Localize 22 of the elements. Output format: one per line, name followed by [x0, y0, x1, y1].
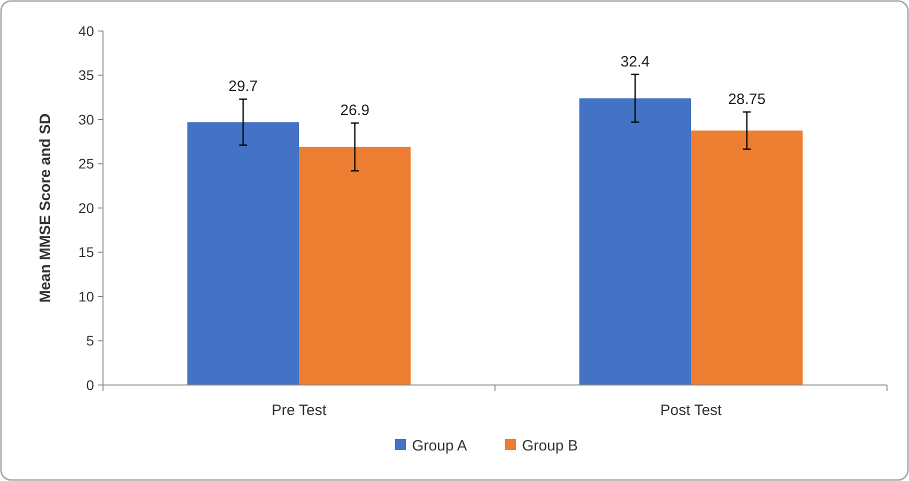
x-tick-label: Pre Test: [272, 402, 328, 419]
x-tick-label: Post Test: [660, 402, 723, 419]
y-tick-label: 30: [78, 111, 94, 128]
y-tick-label: 10: [78, 288, 94, 304]
data-label: 29.7: [228, 78, 258, 96]
y-tick-label: 35: [78, 67, 94, 84]
bar: [299, 146, 411, 385]
y-tick-label: 0: [86, 376, 94, 393]
y-tick-label: 20: [78, 200, 94, 216]
y-tick-label: 25: [78, 156, 94, 172]
y-tick-label: 15: [78, 244, 94, 260]
y-tick-label: 5: [86, 332, 94, 349]
bar: [691, 130, 803, 385]
bar: [187, 122, 299, 385]
legend-label: Group A: [412, 437, 468, 454]
data-label: 28.75: [728, 90, 766, 108]
y-axis-title: Mean MMSE Score and SD: [37, 113, 54, 303]
data-label: 32.4: [620, 53, 650, 70]
legend-label: Group B: [522, 437, 578, 454]
y-tick-label: 40: [78, 22, 94, 39]
data-label: 26.9: [340, 102, 370, 120]
bar: [579, 98, 691, 385]
